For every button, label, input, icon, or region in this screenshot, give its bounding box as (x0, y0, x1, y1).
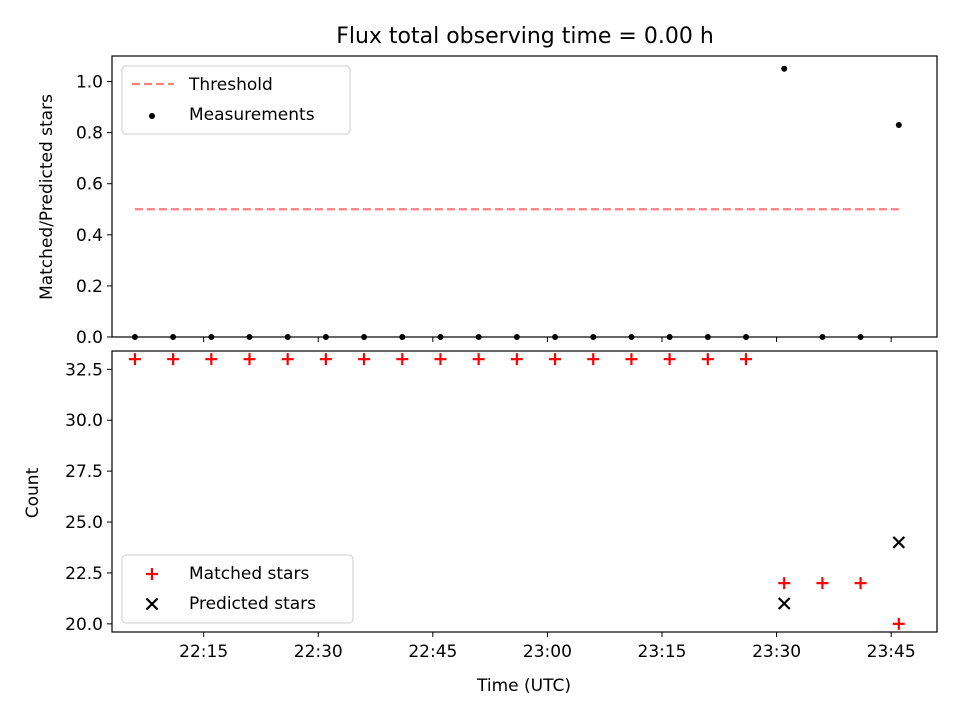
bottom-panel: 20.0 22.5 25.0 27.5 30.0 32.5 22:15 22:30 22:45 2… (65, 350, 938, 662)
measurement-point (437, 334, 444, 340)
measurement-point (819, 334, 826, 340)
matched-star-point (663, 353, 676, 366)
bottom-ylabel: Count (23, 467, 43, 518)
measurement-point (590, 334, 597, 340)
bottom-ytick-label: 32.5 (65, 360, 103, 380)
measurement-point (895, 121, 902, 128)
top-ytick-label: 1.0 (76, 73, 103, 93)
legend-threshold-label: Threshold (188, 75, 273, 95)
chart-title: Flux total observing time = 0.00 h (336, 24, 714, 49)
bottom-legend: Matched stars Predicted stars (121, 554, 354, 624)
matched-star-point (128, 353, 141, 366)
predicted-star-point (892, 536, 906, 549)
matched-star-point (701, 353, 714, 366)
measurement-point (857, 334, 864, 340)
top-ytick-label: 0.6 (76, 175, 103, 195)
xlabel: Time (UTC) (476, 676, 571, 696)
measurement-point (513, 334, 520, 340)
measurement-point (743, 334, 750, 340)
bottom-xtick-label: 23:15 (638, 642, 687, 662)
matched-star-point (205, 353, 218, 366)
measurement-point (628, 334, 635, 340)
bottom-xtick-label: 22:30 (294, 642, 343, 662)
measurement-point (284, 334, 291, 340)
measurement-point (552, 334, 559, 340)
top-legend: Threshold Measurements (121, 65, 351, 135)
legend-predicted-swatch (145, 597, 159, 611)
matched-star-point (319, 353, 332, 366)
predicted-star-point (777, 597, 791, 610)
bottom-legend-box (121, 554, 354, 624)
top-ytick-label: 0.8 (76, 124, 103, 144)
top-ytick-label: 0.2 (76, 277, 103, 297)
legend-measurements-swatch (149, 113, 155, 119)
measurement-point (475, 334, 482, 340)
matched-star-point (854, 577, 867, 590)
bottom-xtick-label: 22:45 (408, 642, 457, 662)
measurement-point (170, 334, 177, 340)
matched-star-point (243, 353, 256, 366)
matched-star-point (358, 353, 371, 366)
bottom-frame (111, 350, 938, 633)
matched-star-point (778, 577, 791, 590)
bottom-ytick-label: 30.0 (65, 411, 103, 431)
measurement-point (208, 334, 215, 340)
matched-star-point (472, 353, 485, 366)
legend-measurements-label: Measurements (189, 105, 315, 125)
matched-star-point (167, 353, 180, 366)
measurement-point (399, 334, 406, 340)
top-ylabel: Matched/Predicted stars (37, 94, 57, 300)
measurement-point (246, 334, 253, 340)
matched-star-point (587, 353, 600, 366)
matched-star-point (281, 353, 294, 366)
matched-star-point (396, 353, 409, 366)
matched-star-point (625, 353, 638, 366)
matched-star-point (740, 353, 753, 366)
matched-star-point (510, 353, 523, 366)
measurement-point (781, 65, 788, 72)
top-ytick-label: 0.0 (76, 328, 103, 348)
matched-star-point (816, 577, 829, 590)
measurement-point (704, 334, 711, 340)
bottom-ytick-label: 25.0 (65, 513, 103, 533)
bottom-xtick-label: 23:00 (523, 642, 572, 662)
top-legend-box (121, 65, 351, 135)
matched-star-point (434, 353, 447, 366)
bottom-xtick-label: 23:30 (752, 642, 801, 662)
bottom-xtick-label: 22:15 (179, 642, 228, 662)
bottom-ytick-label: 27.5 (65, 462, 103, 482)
bottom-xtick-label: 23:45 (867, 642, 916, 662)
top-ytick-label: 0.4 (76, 226, 103, 246)
bottom-ytick-label: 20.0 (65, 615, 103, 635)
top-frame (111, 55, 938, 338)
measurement-point (131, 334, 138, 340)
matched-star-point (549, 353, 562, 366)
top-panel: 0.0 0.2 0.4 0.6 0.8 1.0 Threshold Measurements (76, 55, 938, 348)
matched-star-point (892, 617, 905, 630)
legend-predicted-label: Predicted stars (189, 594, 316, 614)
legend-matched-swatch (146, 568, 158, 580)
legend-matched-label: Matched stars (189, 564, 309, 584)
measurement-point (322, 334, 329, 340)
measurement-point (666, 334, 673, 340)
measurement-point (361, 334, 368, 340)
bottom-ytick-label: 22.5 (65, 564, 103, 584)
